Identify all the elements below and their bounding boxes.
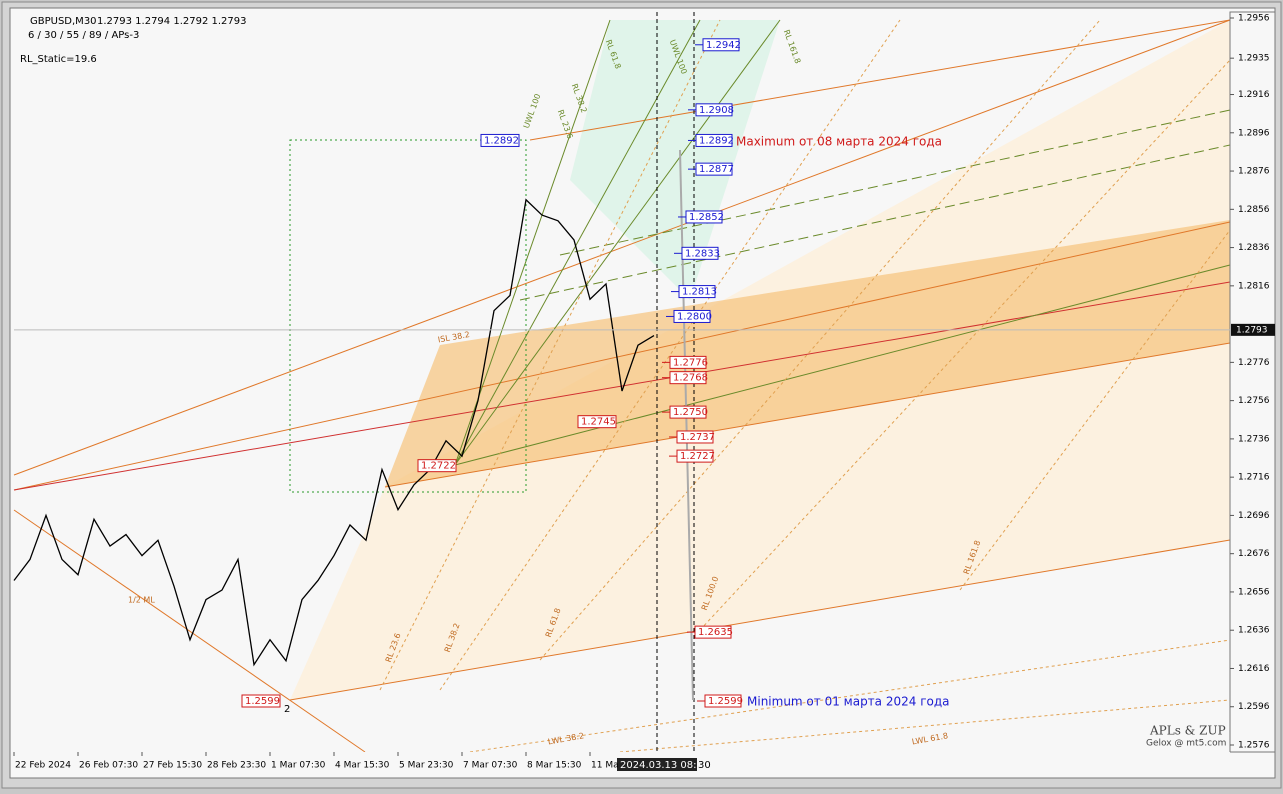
level-box [676, 449, 714, 463]
level-label: 1.2776 [673, 357, 708, 368]
y-tick-label: 1.2935 [1238, 54, 1270, 64]
level-box [673, 309, 711, 323]
level-box [669, 355, 707, 369]
price-axis [1229, 11, 1276, 753]
y-tick-label: 1.2696 [1238, 511, 1270, 521]
y-tick-label: 1.2736 [1238, 434, 1270, 444]
level-label: 1.2750 [673, 407, 708, 418]
pivot-box [577, 415, 617, 429]
y-tick-label: 1.2636 [1238, 626, 1270, 636]
y-tick-label: 1.2676 [1238, 549, 1270, 559]
cursor-time-box [617, 758, 697, 771]
y-tick-label: 1.2776 [1238, 358, 1270, 368]
level-box [695, 133, 733, 147]
indicator-list: 6 / 30 / 55 / 89 / APs-3 [28, 30, 139, 41]
guide-line [679, 149, 694, 701]
fan-lines [454, 19, 1231, 466]
y-tick-label: 1.2596 [1238, 702, 1270, 712]
level-label: 1.2800 [677, 311, 712, 322]
pivot-box [241, 694, 281, 708]
level-box [685, 210, 723, 224]
ohlc: 1.2793 1.2794 1.2792 1.2793 [97, 16, 247, 27]
level-label: 1.2877 [699, 164, 734, 175]
y-tick-label: 1.2716 [1238, 473, 1270, 483]
max-note: Maximum от 08 марта 2024 года [736, 135, 942, 149]
level-label: 1.2833 [685, 248, 720, 259]
pivot-label: 1.2722 [421, 461, 456, 472]
x-tick-label: 28 Feb 23:30 [207, 761, 266, 771]
level-label: 1.2768 [673, 373, 708, 384]
line-label: 1/2 ML [128, 596, 155, 605]
y-tick-label: 1.2576 [1238, 741, 1270, 751]
median-line [13, 281, 1231, 491]
y-tick-label: 1.2856 [1238, 205, 1270, 215]
y-tick-label: 1.2896 [1238, 128, 1270, 138]
chart-title: GBPUSD,M30 [30, 16, 97, 27]
y-tick-label: 1.2816 [1238, 281, 1270, 291]
pivot-label: 1.2892 [484, 135, 519, 146]
level-box [704, 694, 742, 708]
y-tick-label: 1.2916 [1238, 90, 1270, 100]
x-tick-label: 7 Mar 07:30 [463, 761, 518, 771]
level-label: 1.2942 [706, 40, 741, 51]
x-tick-label: 22 Feb 2024 [15, 761, 71, 771]
min-note: Minimum от 01 марта 2024 года [747, 695, 950, 709]
pivot-number: 2 [284, 704, 290, 715]
current-price-box [1231, 323, 1275, 336]
x-tick-label: 5 Mar 23:30 [399, 761, 454, 771]
y-tick-label: 1.2956 [1238, 14, 1270, 24]
y-tick-label: 1.2876 [1238, 167, 1270, 177]
level-label: 1.2599 [708, 696, 743, 707]
indicator-setting: RL_Static=19.6 [20, 54, 97, 65]
x-tick-label: 8 Mar 15:30 [527, 761, 582, 771]
y-tick-label: 1.2756 [1238, 396, 1270, 406]
pivot-box [480, 133, 520, 147]
level-label: 1.2635 [698, 627, 733, 638]
level-box [681, 246, 719, 260]
level-box [669, 405, 707, 419]
level-label: 1.2908 [699, 105, 734, 116]
level-box [678, 285, 716, 299]
level-box [669, 371, 707, 385]
dotted-lines [379, 19, 1231, 753]
level-label: 1.2813 [682, 287, 717, 298]
x-tick-label: 26 Feb 07:30 [79, 761, 138, 771]
level-box [676, 430, 714, 444]
x-tick-label: 11 Ma [591, 761, 619, 771]
brand: APLs & ZUP [1149, 724, 1226, 738]
y-tick-label: 1.2656 [1238, 587, 1270, 597]
x-tick-label: 27 Feb 15:30 [143, 761, 202, 771]
fork-lines [13, 19, 1231, 753]
x-tick-label: 4 Mar 15:30 [335, 761, 390, 771]
level-label: 1.2737 [680, 432, 715, 443]
current-price-label: 1.2793 [1236, 325, 1268, 335]
level-label: 1.2852 [689, 212, 724, 223]
pivot-label: 1.2745 [581, 417, 616, 428]
x-tick-label: 1 Mar 07:30 [271, 761, 326, 771]
level-box [695, 162, 733, 176]
level-label: 1.2727 [680, 451, 715, 462]
level-box [702, 38, 740, 52]
cursor-time: 2024.03.13 08:36 [620, 760, 709, 771]
fan-fill [570, 20, 780, 300]
brand-site: Gelox @ mt5.com [1146, 739, 1226, 749]
y-tick-label: 1.2616 [1238, 664, 1270, 674]
range-box [289, 139, 527, 493]
y-tick-label: 1.2836 [1238, 243, 1270, 253]
level-box [695, 103, 733, 117]
time-fragment: 30 [698, 760, 711, 771]
level-box [694, 625, 732, 639]
pivot-label: 1.2599 [245, 696, 280, 707]
price-line [13, 198, 655, 667]
level-label: 1.2892 [699, 135, 734, 146]
pivot-box [417, 459, 457, 473]
